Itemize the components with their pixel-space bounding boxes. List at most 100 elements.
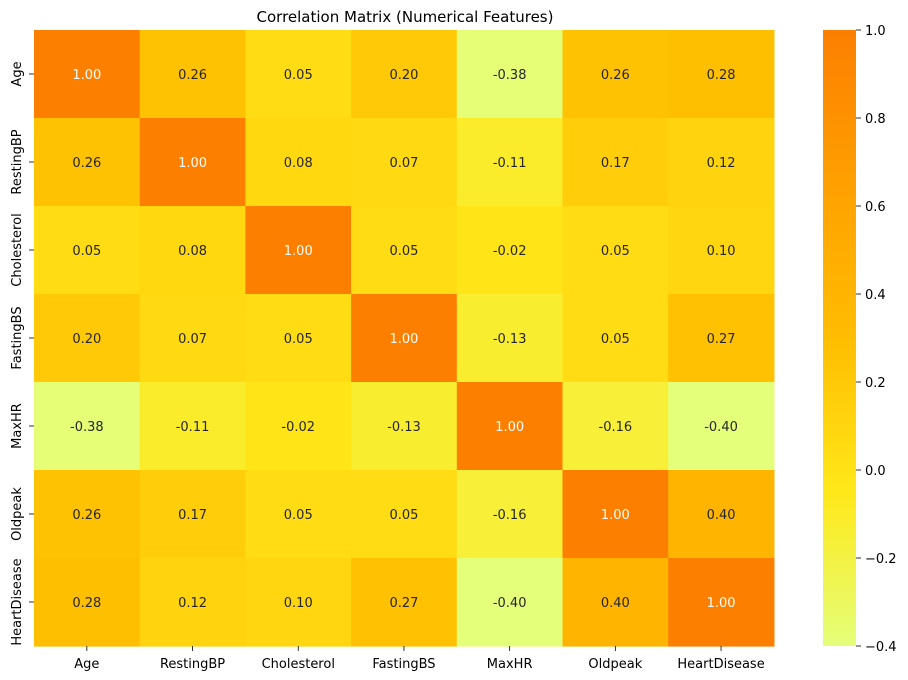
- cell-value-label: 1.00: [707, 596, 736, 611]
- heatmap-cell: [139, 294, 246, 383]
- heatmap-cell: [562, 558, 669, 647]
- y-tick-label: Cholesterol: [10, 213, 25, 286]
- x-tick-label: RestingBP: [160, 657, 225, 672]
- colorbar-gradient: [823, 30, 856, 646]
- heatmap-cell: [456, 294, 564, 383]
- cell-value-label: -0.02: [493, 244, 527, 259]
- colorbar-tick-label: 0.2: [865, 376, 886, 391]
- cell-value-label: 0.07: [178, 332, 207, 347]
- heatmap-cell: [562, 382, 669, 471]
- heatmap-cell: [456, 470, 564, 559]
- x-axis-ticks: Age RestingBP Cholesterol FastingBS MaxHR Old…: [74, 646, 765, 672]
- chart-title: Correlation Matrix (Numerical Features): [257, 8, 554, 26]
- cell-value-label: -0.02: [281, 420, 315, 435]
- colorbar-tick-label: −0.4: [865, 640, 897, 655]
- cell-value-label: 0.07: [389, 156, 418, 171]
- cell-value-label: 0.05: [284, 68, 313, 83]
- cell-value-label: 0.05: [601, 332, 630, 347]
- cell-value-label: 0.08: [284, 156, 313, 171]
- heatmap-cell: [34, 118, 141, 207]
- cell-value-label: 0.05: [389, 508, 418, 523]
- cell-value-label: 0.05: [284, 508, 313, 523]
- heatmap-cell: [668, 470, 775, 559]
- heatmap-cell: [245, 382, 352, 471]
- heatmap-cell: [245, 294, 352, 383]
- heatmap-cell: [351, 382, 458, 471]
- heatmap-cell: [351, 206, 458, 295]
- cell-value-label: -0.13: [387, 420, 421, 435]
- heatmap-cell: [34, 30, 141, 119]
- heatmap-cell: [139, 382, 246, 471]
- cell-value-label: 0.05: [389, 244, 418, 259]
- heatmap-cell: [34, 470, 141, 559]
- cell-value-label: 0.26: [601, 68, 630, 83]
- cell-value-label: 0.05: [601, 244, 630, 259]
- heatmap-cell: [351, 118, 458, 207]
- cell-value-label: 0.17: [178, 508, 207, 523]
- x-tick-label: Age: [74, 657, 99, 672]
- heatmap-cell: [562, 206, 669, 295]
- cell-value-label: 0.28: [72, 596, 101, 611]
- cell-value-label: 1.00: [389, 332, 418, 347]
- cell-value-label: -0.16: [493, 508, 527, 523]
- heatmap-cell: [34, 206, 141, 295]
- heatmap-cell: [456, 118, 564, 207]
- cell-value-label: 0.12: [707, 156, 736, 171]
- cell-value-label: 1.00: [601, 508, 630, 523]
- cell-value-label: 0.28: [707, 68, 736, 83]
- heatmap-cell: [34, 558, 141, 647]
- colorbar-tick-label: 0.8: [865, 112, 886, 127]
- x-tick-label: MaxHR: [487, 657, 533, 672]
- cell-value-label: 0.40: [601, 596, 630, 611]
- cell-value-label: 0.26: [72, 156, 101, 171]
- y-tick-label: Age: [10, 61, 25, 86]
- y-tick-label: RestingBP: [10, 129, 25, 194]
- colorbar-tick-label: −0.2: [865, 552, 897, 567]
- cell-value-label: -0.11: [176, 420, 210, 435]
- heatmap-cell: [668, 118, 775, 207]
- heatmap-cell: [562, 30, 669, 119]
- colorbar: −0.4 −0.2 0.0 0.2 0.4 0.6 0.8 1.0: [823, 24, 897, 655]
- heatmap-cell: [351, 558, 458, 647]
- heatmap-cell: [245, 118, 352, 207]
- cell-value-label: 0.10: [284, 596, 313, 611]
- cell-value-label: 1.00: [72, 68, 101, 83]
- heatmap-cell: [668, 30, 775, 119]
- y-tick-label: HeartDisease: [10, 558, 25, 645]
- heatmap-cell: [562, 118, 669, 207]
- cell-value-label: -0.40: [493, 596, 527, 611]
- cell-value-label: 1.00: [284, 244, 313, 259]
- x-tick-label: HeartDisease: [677, 657, 764, 672]
- heatmap-cell: [456, 206, 564, 295]
- heatmap-cell: [34, 294, 141, 383]
- cell-value-label: 0.20: [389, 68, 418, 83]
- heatmap-cell: [456, 30, 564, 119]
- cell-value-label: 1.00: [178, 156, 207, 171]
- cell-value-label: 0.20: [72, 332, 101, 347]
- y-tick-label: MaxHR: [10, 403, 25, 449]
- heatmap-cell: [34, 382, 141, 471]
- cell-value-label: 0.12: [178, 596, 207, 611]
- heatmap-cell: [245, 558, 352, 647]
- heatmap-cell: [562, 470, 669, 559]
- y-tick-label: FastingBS: [10, 306, 25, 369]
- colorbar-tick-label: 1.0: [865, 24, 886, 39]
- cell-value-label: 0.05: [72, 244, 101, 259]
- heatmap-cell: [139, 558, 246, 647]
- heatmap-cell: [139, 206, 246, 295]
- cell-value-label: -0.38: [70, 420, 104, 435]
- heatmap-cell: [456, 382, 564, 471]
- cell-value-label: 0.17: [601, 156, 630, 171]
- cell-value-label: 0.27: [389, 596, 418, 611]
- cell-value-label: 0.40: [707, 508, 736, 523]
- x-tick-label: Oldpeak: [588, 657, 642, 672]
- heatmap-cell: [668, 558, 775, 647]
- cell-value-label: 0.10: [707, 244, 736, 259]
- heatmap-cell: [668, 382, 775, 471]
- cell-value-label: 0.27: [707, 332, 736, 347]
- heatmap-cell: [351, 294, 458, 383]
- heatmap-cell: [245, 30, 352, 119]
- heatmap-cell: [562, 294, 669, 383]
- heatmap-cell: [668, 294, 775, 383]
